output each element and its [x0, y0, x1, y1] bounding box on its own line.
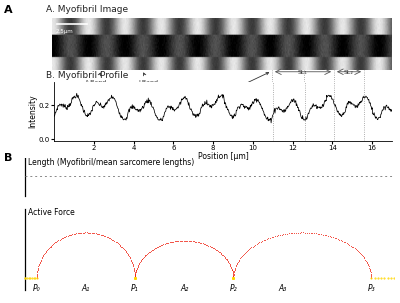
Text: A₂: A₂ — [180, 284, 188, 293]
X-axis label: Position [μm]: Position [μm] — [198, 152, 248, 161]
Text: P₀: P₀ — [33, 284, 41, 293]
Text: Active Force: Active Force — [28, 208, 75, 218]
Text: A₁: A₁ — [82, 284, 90, 293]
Text: B: B — [4, 153, 12, 163]
Text: SL₂: SL₂ — [344, 70, 354, 75]
Text: Length (Myofibril/mean sarcomere lengths): Length (Myofibril/mean sarcomere lengths… — [28, 158, 194, 167]
Text: B. Myofibril Profile: B. Myofibril Profile — [46, 71, 128, 80]
Text: P₁: P₁ — [131, 284, 139, 293]
Text: A: A — [4, 5, 13, 15]
Text: A₃: A₃ — [278, 284, 287, 293]
Text: A-Band Edge: A-Band Edge — [208, 72, 269, 95]
Text: A. Myofibril Image: A. Myofibril Image — [46, 5, 128, 14]
Text: A-Band: A-Band — [85, 73, 107, 85]
Text: 2.5μm: 2.5μm — [56, 29, 73, 34]
Text: P₃: P₃ — [368, 284, 375, 293]
Text: SL₁: SL₁ — [298, 70, 308, 75]
Y-axis label: Intensity: Intensity — [28, 95, 37, 128]
Text: I-Band: I-Band — [138, 73, 158, 85]
Text: P₂: P₂ — [230, 284, 237, 293]
